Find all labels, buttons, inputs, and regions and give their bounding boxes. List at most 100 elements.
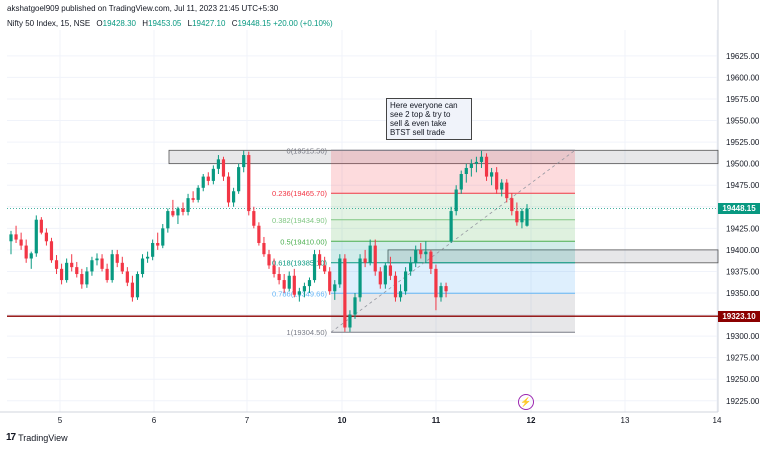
candle-body [171,211,175,216]
candle-body [373,245,377,272]
x-tick-label: 12 [527,416,536,425]
candle-body [166,211,170,229]
candle-body [429,251,433,269]
brand-label: TradingView [18,432,68,443]
candle-body [181,208,185,212]
candle-body [237,167,241,192]
x-tick-label: 6 [152,416,157,425]
candle-body [459,174,463,190]
candle-body [474,161,479,164]
candle-body [247,155,251,212]
candle-body [272,265,276,275]
x-tick-label: 11 [432,416,441,425]
candle-body [19,239,23,246]
candle-body [90,260,94,272]
x-tick-label: 13 [621,416,630,425]
candle-body [9,234,13,242]
y-tick-label: 19600.00 [726,73,760,82]
candle-body [226,176,231,203]
candle-body [70,262,74,268]
candle-body [29,253,33,259]
candle-body [191,198,195,200]
candle-body [343,258,347,328]
y-tick-label: 19375.00 [726,267,760,276]
fib-band [331,241,575,263]
x-tick-label: 7 [245,416,250,425]
high-label: H [142,19,149,28]
y-tick-label: 19400.00 [726,246,760,255]
y-tick-label: 19500.00 [726,160,760,169]
candle-body [489,172,494,177]
candle-body [231,191,236,203]
candle-body [388,265,393,276]
candle-body [105,268,109,281]
candle-body [312,254,317,281]
x-tick-label: 14 [713,416,722,425]
candle-body [323,265,327,272]
candle-body [59,268,64,281]
candle-body [100,258,104,269]
candle-body [520,211,524,223]
candle-body [454,189,458,212]
candle-body [135,274,140,298]
fib-band [331,193,575,220]
candle-body [469,163,473,168]
candle-body [348,314,352,328]
y-tick-label: 19550.00 [726,117,760,126]
candle-body [505,182,509,199]
candle-body [14,234,18,240]
fib-level-label: 0.618(19385.10) [272,259,328,268]
fib-band [331,219,575,242]
publisher-caption: akshatgoel909 published on TradingView.c… [7,4,279,13]
fib-band [331,293,575,333]
candle-body [115,254,119,263]
candle-body [201,176,205,188]
candle-body [424,251,428,255]
candle-body [292,275,296,295]
candle-body [378,271,382,285]
candle-body [277,274,281,281]
candle-body [95,258,99,261]
candle-body [353,297,357,315]
fib-level-label: 0.382(19434.90) [272,216,328,225]
high-value: 19453.05 [148,19,182,28]
y-tick-label: 19350.00 [726,289,760,298]
candle-body [479,156,484,162]
candle-body [333,284,337,292]
annotation-note[interactable]: Here everyone can see 2 top & try to sel… [386,98,472,140]
fib-band [331,262,575,294]
y-tick-label: 19275.00 [726,354,760,363]
x-tick-label: 10 [338,416,347,425]
candle-body [80,274,84,285]
candle-body [65,262,69,281]
lightning-icon[interactable]: ⚡ [518,394,534,410]
candle-body [358,258,362,298]
candle-body [500,182,504,190]
candle-body [140,258,145,275]
candle-body [262,242,266,255]
candle-body [75,267,79,275]
candle-body [125,271,129,283]
y-tick-label: 19625.00 [726,52,760,61]
candle-body [110,254,114,281]
candle-body [257,225,261,243]
candle-body [186,198,190,212]
candle-body [130,282,135,298]
candle-body [49,241,54,261]
candle-body [282,280,286,289]
candle-body [409,262,413,272]
footer-brand: 17 TradingView [6,432,68,443]
symbol-label[interactable]: Nifty 50 Index, 15, NSE [7,19,91,28]
candle-body [464,167,468,175]
candle-body [85,271,89,285]
close-label: C [231,19,238,28]
support-price-tag: 19323.10 [718,310,760,322]
candle-body [363,258,367,263]
candle-body [403,271,408,292]
candle-body [515,211,519,223]
candle-body [161,228,165,246]
tradingview-logo-icon: 17 [6,432,16,443]
candle-body [267,254,271,266]
